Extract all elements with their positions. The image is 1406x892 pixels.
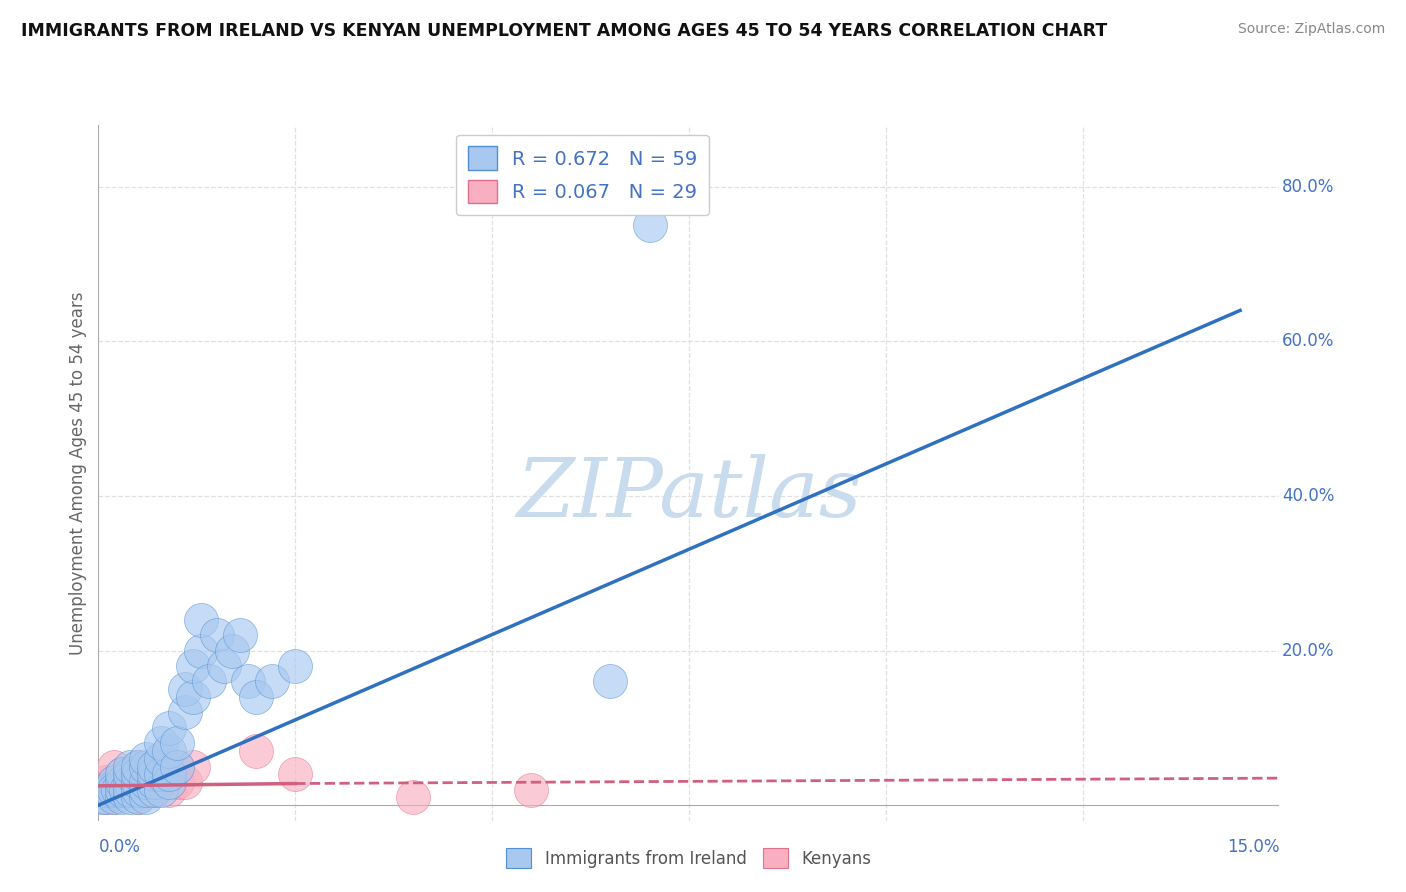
- Point: [157, 744, 180, 758]
- Point: [103, 775, 125, 789]
- Point: [115, 782, 138, 797]
- Text: 40.0%: 40.0%: [1282, 487, 1334, 505]
- Point: [142, 767, 165, 781]
- Point: [150, 775, 173, 789]
- Point: [245, 744, 267, 758]
- Point: [96, 782, 118, 797]
- Point: [260, 674, 283, 689]
- Point: [197, 674, 219, 689]
- Point: [150, 759, 173, 773]
- Text: 15.0%: 15.0%: [1227, 838, 1279, 856]
- Point: [118, 790, 141, 805]
- Point: [127, 775, 149, 789]
- Point: [118, 767, 141, 781]
- Point: [214, 659, 236, 673]
- Point: [103, 790, 125, 805]
- Point: [111, 782, 134, 797]
- Point: [157, 767, 180, 781]
- Text: IMMIGRANTS FROM IRELAND VS KENYAN UNEMPLOYMENT AMONG AGES 45 TO 54 YEARS CORRELA: IMMIGRANTS FROM IRELAND VS KENYAN UNEMPL…: [21, 22, 1108, 40]
- Point: [166, 759, 188, 773]
- Text: Source: ZipAtlas.com: Source: ZipAtlas.com: [1237, 22, 1385, 37]
- Point: [127, 790, 149, 805]
- Point: [142, 775, 165, 789]
- Text: 80.0%: 80.0%: [1282, 178, 1334, 195]
- Point: [402, 790, 425, 805]
- Point: [221, 643, 243, 657]
- Point: [599, 674, 621, 689]
- Y-axis label: Unemployment Among Ages 45 to 54 years: Unemployment Among Ages 45 to 54 years: [69, 291, 87, 655]
- Text: ZIPatlas: ZIPatlas: [516, 454, 862, 533]
- Text: 60.0%: 60.0%: [1282, 333, 1334, 351]
- Point: [135, 767, 157, 781]
- Point: [157, 775, 180, 789]
- Point: [284, 767, 307, 781]
- Point: [127, 782, 149, 797]
- Point: [174, 775, 197, 789]
- Point: [96, 775, 118, 789]
- Point: [181, 759, 204, 773]
- Point: [103, 782, 125, 797]
- Point: [98, 782, 121, 797]
- Point: [190, 643, 212, 657]
- Point: [135, 759, 157, 773]
- Point: [142, 759, 165, 773]
- Point: [127, 759, 149, 773]
- Point: [103, 790, 125, 805]
- Point: [127, 775, 149, 789]
- Point: [284, 659, 307, 673]
- Point: [166, 775, 188, 789]
- Point: [157, 782, 180, 797]
- Point: [96, 790, 118, 805]
- Point: [107, 782, 129, 797]
- Point: [190, 613, 212, 627]
- Point: [181, 659, 204, 673]
- Point: [520, 782, 543, 797]
- Point: [127, 790, 149, 805]
- Point: [166, 759, 188, 773]
- Point: [181, 690, 204, 704]
- Point: [118, 775, 141, 789]
- Point: [111, 782, 134, 797]
- Point: [150, 782, 173, 797]
- Point: [150, 767, 173, 781]
- Point: [118, 767, 141, 781]
- Point: [142, 782, 165, 797]
- Point: [91, 782, 114, 797]
- Point: [111, 775, 134, 789]
- Point: [150, 736, 173, 750]
- Point: [245, 690, 267, 704]
- Point: [157, 767, 180, 781]
- Point: [111, 790, 134, 805]
- Point: [103, 759, 125, 773]
- Point: [127, 759, 149, 773]
- Point: [135, 782, 157, 797]
- Point: [127, 767, 149, 781]
- Point: [150, 752, 173, 766]
- Point: [91, 790, 114, 805]
- Point: [118, 782, 141, 797]
- Point: [111, 767, 134, 781]
- Point: [205, 628, 228, 642]
- Point: [236, 674, 259, 689]
- Point: [174, 682, 197, 697]
- Point: [135, 782, 157, 797]
- Text: 20.0%: 20.0%: [1282, 641, 1334, 659]
- Point: [638, 219, 661, 233]
- Point: [118, 782, 141, 797]
- Point: [174, 706, 197, 720]
- Point: [135, 790, 157, 805]
- Text: 0.0%: 0.0%: [98, 838, 141, 856]
- Point: [135, 752, 157, 766]
- Point: [103, 775, 125, 789]
- Legend: Immigrants from Ireland, Kenyans: Immigrants from Ireland, Kenyans: [499, 841, 879, 875]
- Point: [118, 759, 141, 773]
- Point: [166, 736, 188, 750]
- Point: [111, 767, 134, 781]
- Point: [135, 775, 157, 789]
- Point: [157, 721, 180, 735]
- Point: [142, 759, 165, 773]
- Point: [229, 628, 252, 642]
- Point: [142, 782, 165, 797]
- Point: [96, 790, 118, 805]
